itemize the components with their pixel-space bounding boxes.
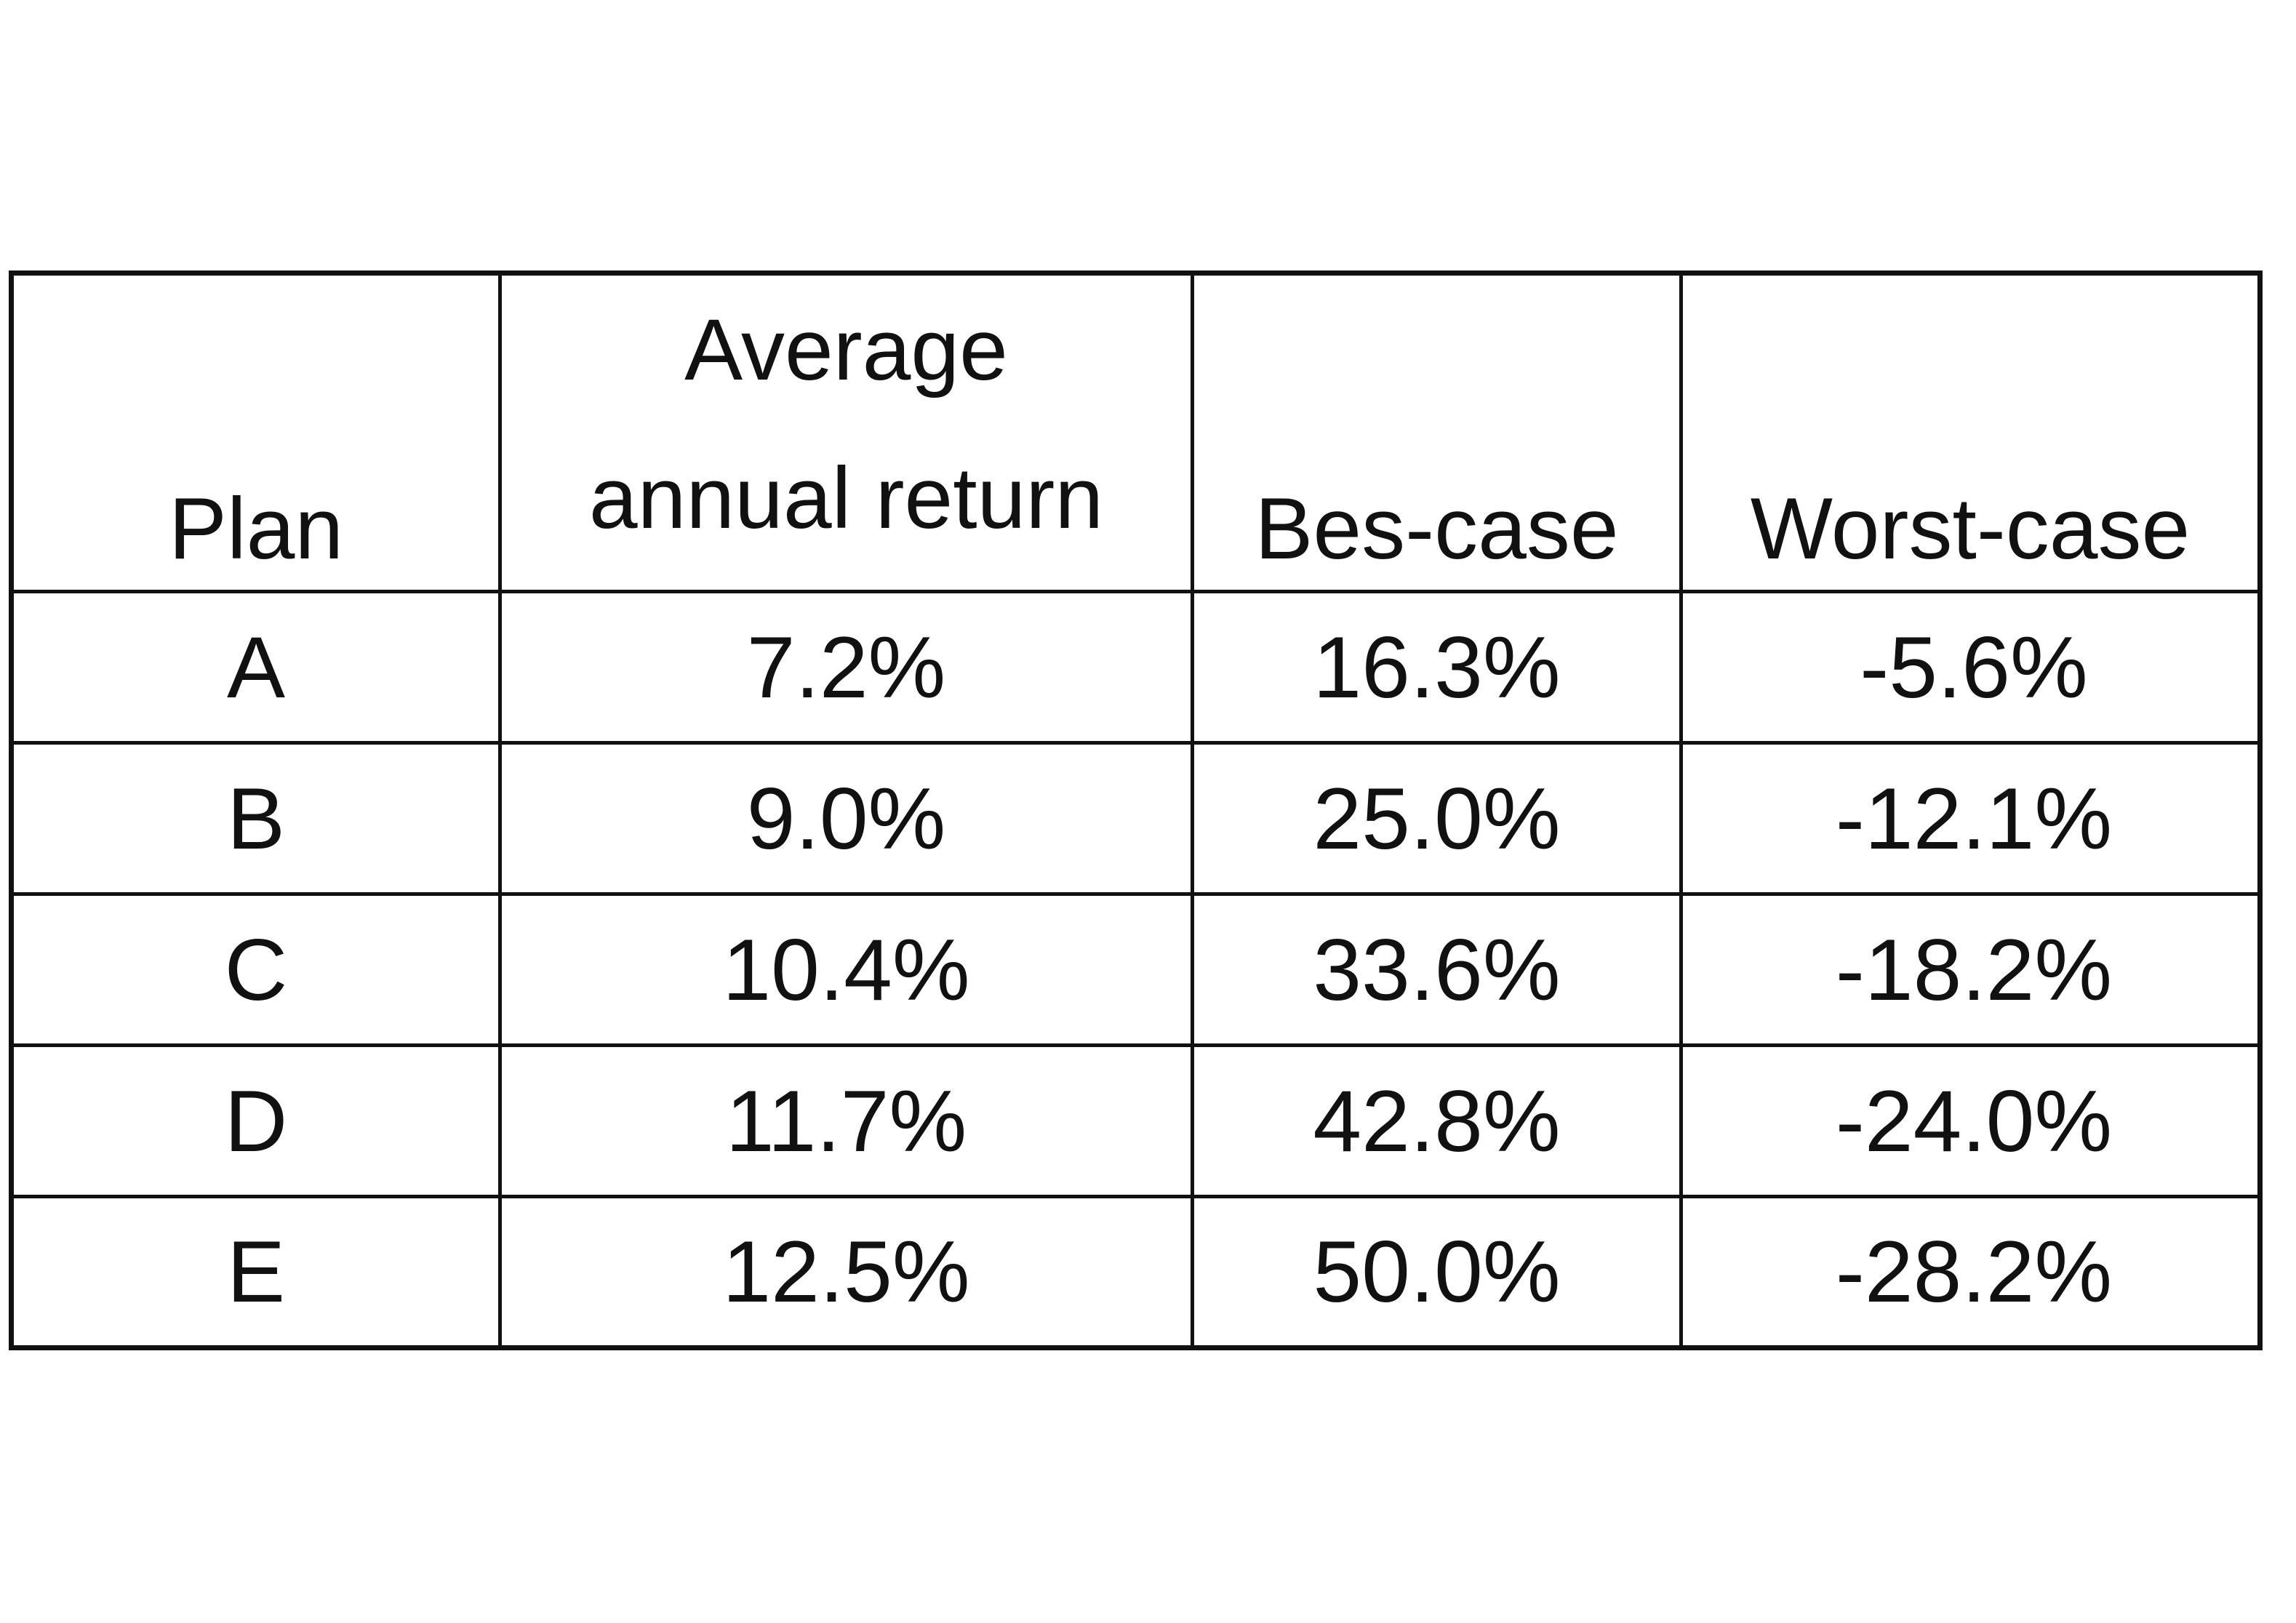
cell-best-case: 33.6% (1191, 892, 1683, 1047)
cell-worst-case-value: -18.2% (1835, 921, 2113, 1019)
cell-worst-case: -28.2% (1679, 1195, 2262, 1350)
header-best-case-label: Bes-case (1255, 480, 1619, 577)
returns-table: Plan Average annual return Bes-case Wors… (9, 270, 2263, 1350)
cell-worst-case: -12.1% (1679, 741, 2262, 896)
cell-worst-case-value: -5.6% (1860, 618, 2088, 716)
header-worst-case: Worst-case (1679, 271, 2262, 593)
header-average-line1: Average (684, 301, 1008, 398)
cell-best-case: 16.3% (1191, 590, 1683, 745)
cell-average: 12.5% (498, 1195, 1194, 1350)
cell-worst-case: -18.2% (1679, 892, 2262, 1047)
cell-average: 9.0% (498, 741, 1194, 896)
header-average-annual-return: Average annual return (498, 271, 1194, 593)
cell-average: 10.4% (498, 892, 1194, 1047)
header-average-line2: annual return (588, 449, 1104, 547)
cell-worst-case: -5.6% (1679, 590, 2262, 745)
cell-plan: A (9, 590, 502, 745)
cell-worst-case-value: -28.2% (1835, 1223, 2113, 1321)
header-row: Plan Average annual return Bes-case Wors… (9, 271, 2262, 593)
cell-plan: C (9, 892, 502, 1047)
cell-worst-case: -24.0% (1679, 1043, 2262, 1198)
table-row: A 7.2% 16.3% -5.6% (9, 590, 2262, 745)
table-row: C 10.4% 33.6% -18.2% (9, 892, 2262, 1047)
header-worst-case-label: Worst-case (1750, 480, 2191, 577)
cell-plan: E (9, 1195, 502, 1350)
cell-average: 7.2% (498, 590, 1194, 745)
table-row: E 12.5% 50.0% -28.2% (9, 1195, 2262, 1350)
cell-plan: D (9, 1043, 502, 1198)
table-row: D 11.7% 42.8% -24.0% (9, 1043, 2262, 1198)
header-best-case: Bes-case (1191, 271, 1683, 593)
cell-best-case: 42.8% (1191, 1043, 1683, 1198)
cell-average: 11.7% (498, 1043, 1194, 1198)
cell-worst-case-value: -12.1% (1835, 769, 2113, 867)
cell-best-case: 25.0% (1191, 741, 1683, 896)
returns-table-container: Plan Average annual return Bes-case Wors… (9, 270, 2263, 1350)
header-plan-label: Plan (168, 480, 344, 577)
cell-best-case: 50.0% (1191, 1195, 1683, 1350)
cell-plan: B (9, 741, 502, 896)
cell-worst-case-value: -24.0% (1835, 1072, 2113, 1170)
header-plan: Plan (9, 271, 502, 593)
table-row: B 9.0% 25.0% -12.1% (9, 741, 2262, 896)
